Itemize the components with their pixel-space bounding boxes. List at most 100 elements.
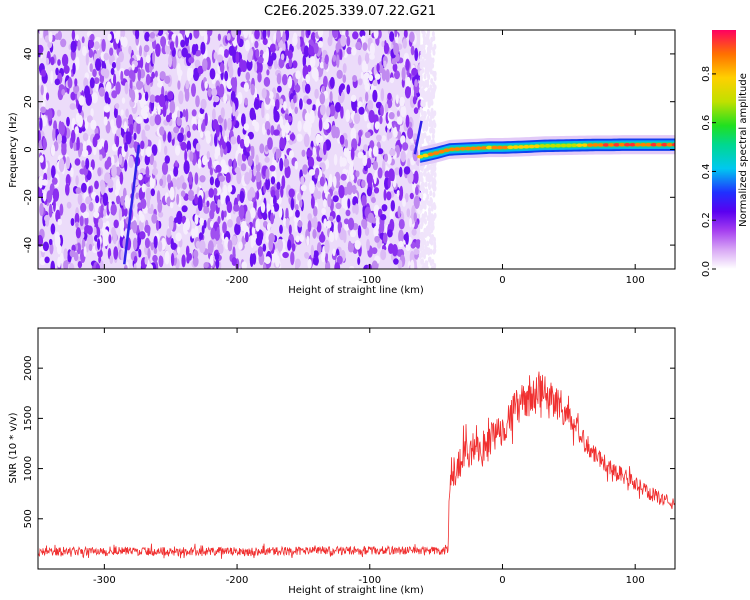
noise-blob <box>364 52 370 64</box>
noise-blob <box>357 225 362 239</box>
noise-blob <box>324 239 330 254</box>
noise-blob <box>209 167 213 176</box>
noise-blob <box>118 207 123 221</box>
noise-blob <box>395 94 399 104</box>
signal-peak <box>624 142 631 147</box>
noise-blob <box>357 256 361 266</box>
colorbar: 0.0 0.2 0.4 0.6 0.8 Normalized spectral ampl… <box>701 30 749 277</box>
noise-blob <box>159 71 166 80</box>
noise-blob <box>361 60 367 73</box>
noise-blob <box>94 133 100 140</box>
noise-blob <box>310 244 315 259</box>
noise-blob <box>104 160 110 170</box>
noise-blob <box>48 238 53 246</box>
noise-blob <box>199 131 204 139</box>
noise-blob <box>153 247 158 255</box>
noise-blob <box>414 47 419 62</box>
noise-blob <box>429 197 433 204</box>
noise-blob <box>100 204 104 219</box>
noise-blob <box>38 234 44 247</box>
noise-blob <box>185 108 189 123</box>
noise-blob <box>257 246 263 257</box>
noise-blob <box>373 187 380 194</box>
noise-blob <box>76 136 80 151</box>
noise-blob <box>424 232 428 238</box>
noise-blob <box>107 97 111 105</box>
noise-blob <box>191 44 197 56</box>
noise-blob <box>384 170 390 179</box>
noise-blob <box>427 96 430 103</box>
streak-line <box>123 144 141 265</box>
noise-blob <box>313 42 319 55</box>
noise-blob <box>313 68 319 82</box>
noise-blob <box>369 140 375 150</box>
noise-blob <box>426 108 430 115</box>
noise-blob <box>227 117 232 131</box>
noise-blob <box>399 96 405 107</box>
noise-blob <box>394 70 400 80</box>
noise-blob <box>247 51 253 63</box>
noise-blob <box>297 192 302 201</box>
signal-peak <box>581 143 588 147</box>
noise-blob <box>88 39 95 49</box>
noise-blob <box>386 153 392 165</box>
noise-blob <box>424 181 428 188</box>
noise-blob <box>120 195 125 206</box>
noise-blob <box>215 164 222 173</box>
noise-blob <box>429 190 433 197</box>
noise-blob <box>368 109 375 123</box>
noise-blob <box>72 62 76 75</box>
noise-blob <box>143 105 150 113</box>
noise-blob <box>273 59 278 70</box>
noise-blob <box>166 114 171 123</box>
noise-blob <box>56 244 62 255</box>
noise-blob <box>81 160 85 168</box>
noise-blob <box>261 87 267 99</box>
noise-blob <box>371 260 378 269</box>
noise-blob <box>346 36 351 47</box>
noise-blob <box>432 128 436 135</box>
noise-blob <box>430 87 434 94</box>
noise-blob <box>241 261 247 269</box>
noise-blob <box>194 172 199 185</box>
signal-peak <box>539 144 546 148</box>
noise-blob <box>430 36 434 43</box>
noise-blob <box>237 91 243 105</box>
noise-blob <box>332 54 337 62</box>
signal-peak <box>427 152 435 157</box>
signal-peak <box>629 142 636 147</box>
noise-blob <box>420 217 423 224</box>
noise-blob <box>352 31 359 40</box>
noise-blob <box>403 233 409 241</box>
noise-blob <box>415 239 422 249</box>
noise-blob <box>413 170 419 184</box>
noise-blob <box>374 235 380 243</box>
noise-blob <box>425 124 429 131</box>
noise-blob <box>259 143 265 154</box>
noise-blob <box>207 87 212 98</box>
noise-blob <box>433 122 437 129</box>
noise-blob <box>218 244 224 255</box>
noise-blob <box>428 91 432 98</box>
noise-blob <box>138 248 142 258</box>
noise-blob <box>39 155 44 163</box>
noise-blob <box>38 186 43 198</box>
x-tick-label: -300 <box>93 575 116 586</box>
noise-blob <box>361 179 366 188</box>
signal-peak <box>639 142 647 147</box>
noise-blob <box>404 86 411 99</box>
noise-blob <box>391 169 395 182</box>
noise-blob <box>333 222 338 236</box>
noise-blob <box>267 137 273 150</box>
noise-blob <box>75 175 79 186</box>
noise-blob <box>332 248 336 257</box>
noise-blob <box>333 175 337 188</box>
noise-blob <box>340 34 347 47</box>
noise-blob <box>257 56 264 64</box>
noise-blob <box>152 167 159 176</box>
noise-blob <box>379 64 384 72</box>
noise-blob <box>294 160 299 170</box>
noise-blob <box>82 141 87 155</box>
noise-blob <box>63 65 70 74</box>
signal-peak <box>576 143 583 148</box>
